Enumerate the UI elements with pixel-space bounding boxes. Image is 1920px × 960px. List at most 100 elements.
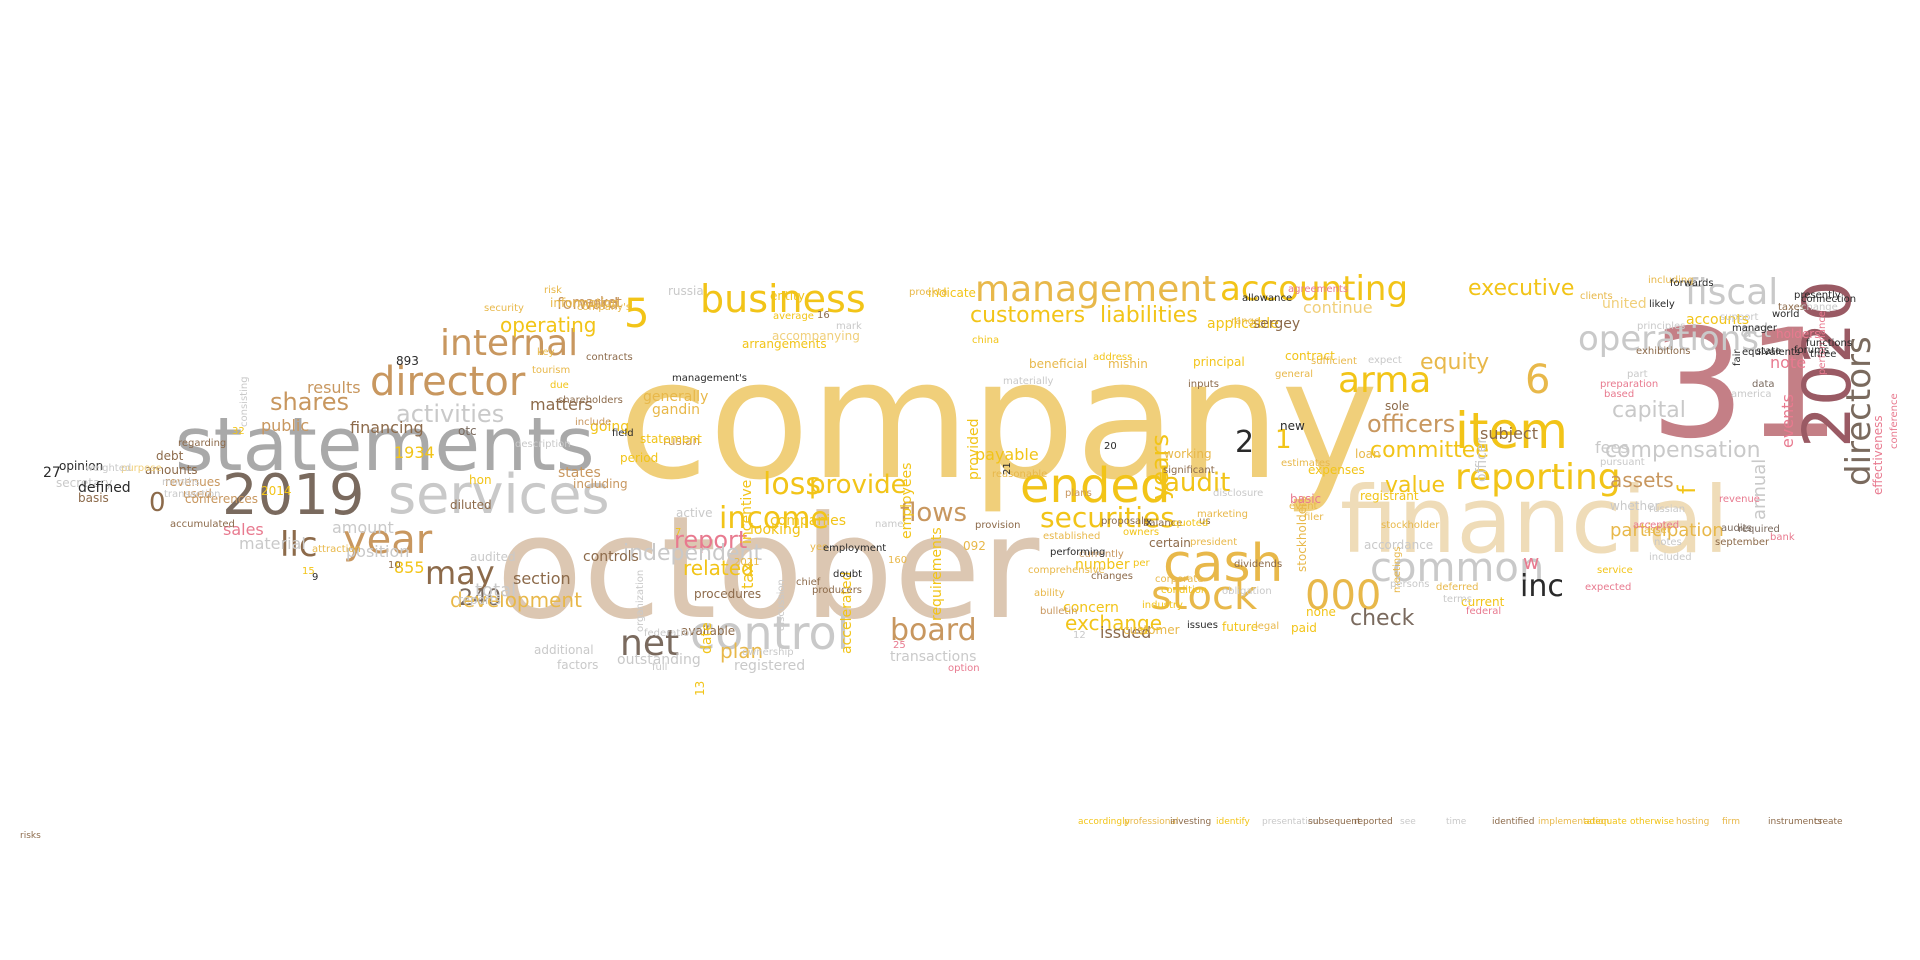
cloud-word: world (1772, 309, 1800, 320)
cloud-word: functions (1806, 338, 1853, 349)
cloud-word: basis (78, 491, 109, 505)
cloud-word: time (1446, 817, 1467, 827)
cloud-word: 31 (1650, 298, 1841, 472)
cloud-word: independent (623, 541, 763, 566)
cloud-word: current (1461, 595, 1505, 609)
cloud-word: holders (1776, 327, 1821, 341)
cloud-word: ended (1020, 458, 1171, 514)
cloud-word: item (1455, 402, 1568, 460)
cloud-word: audited (470, 550, 516, 564)
cloud-word: inputs (1188, 379, 1219, 390)
cloud-word: director (370, 359, 526, 405)
cloud-word: expected (1585, 582, 1632, 593)
cloud-word: assets (1610, 468, 1674, 492)
cloud-word: state (1756, 346, 1782, 357)
cloud-word: stockholder (1381, 520, 1440, 531)
cloud-word: bulletin (1040, 606, 1078, 617)
cloud-word: dividends (1234, 559, 1283, 570)
cloud-word: equivalents (1742, 347, 1801, 358)
cloud-word: management (975, 269, 1217, 310)
cloud-word: revenue (1719, 494, 1760, 505)
cloud-word: allowance (1242, 293, 1293, 304)
cloud-word: mishin (1108, 357, 1148, 371)
cloud-word: accumulated (170, 519, 235, 530)
cloud-word: whether (1610, 499, 1660, 513)
cloud-word: create (1814, 817, 1843, 827)
cloud-word: employment (823, 543, 887, 554)
cloud-word: disclosure (1213, 488, 1264, 499)
cloud-word: name (875, 519, 904, 530)
cloud-word: fair (1732, 349, 1743, 366)
cloud-word: statements (175, 402, 595, 488)
cloud-word: pursuant (1600, 457, 1645, 468)
cloud-word: average (773, 311, 814, 322)
cloud-word: range (1231, 316, 1261, 327)
cloud-word: audit (1164, 468, 1231, 498)
cloud-word: customer (1123, 623, 1180, 637)
cloud-word: regarding (178, 438, 227, 449)
cloud-word: identified (1492, 817, 1535, 827)
cloud-word: purpose (121, 463, 162, 474)
cloud-word: diluted (450, 498, 492, 512)
cloud-word: secretary (56, 476, 113, 490)
cloud-word: federation (644, 628, 696, 639)
cloud-word: connection (1801, 294, 1857, 305)
cloud-word: agreements (1288, 284, 1349, 295)
cloud-word: hon (469, 473, 492, 487)
cloud-word: mark (836, 321, 862, 332)
cloud-word: transactions (890, 649, 977, 665)
cloud-word: accepted (1633, 520, 1680, 531)
cloud-word: forward (557, 294, 619, 313)
cloud-word: estimates (1281, 458, 1331, 469)
cloud-word: 855 (394, 558, 425, 577)
cloud-word: board (890, 613, 977, 648)
cloud-word: including (1648, 275, 1694, 286)
cloud-word: 32 (232, 426, 245, 437)
cloud-word: procedures (694, 587, 762, 601)
cloud-word: 2014 (261, 484, 292, 498)
cloud-word: registrant (1360, 489, 1419, 503)
cloud-word: expect (1368, 355, 1402, 366)
cloud-word: f (1673, 485, 1701, 495)
cloud-word: officers (1367, 410, 1456, 438)
cloud-word: comprehensive (1028, 565, 1105, 576)
cloud-word: professional (1124, 817, 1179, 827)
cloud-word: generally (643, 389, 709, 405)
cloud-word: exhibitions (1636, 346, 1691, 357)
cloud-word: exchange (1065, 611, 1163, 635)
cloud-word: 1 (1275, 425, 1292, 455)
cloud-word: identify (1216, 817, 1250, 827)
cloud-word: reporting (1455, 457, 1621, 498)
cloud-word: otc (458, 424, 477, 438)
cloud-word: results (307, 378, 361, 397)
cloud-word: required (1738, 524, 1780, 535)
cloud-word: working (1164, 447, 1212, 461)
cloud-word: financial (1340, 467, 1730, 574)
cloud-word: sergey (1253, 316, 1301, 332)
cloud-word: arrangements (742, 337, 827, 351)
cloud-word: 12 (1073, 630, 1086, 641)
cloud-word: field (612, 428, 634, 439)
cloud-word: opinion (59, 459, 104, 473)
cloud-word: liabilities (1100, 303, 1198, 328)
cloud-word: act (1740, 318, 1772, 342)
cloud-word: industry (1142, 600, 1183, 611)
cloud-word: fiscal (1685, 272, 1779, 313)
cloud-word: owners (1123, 527, 1160, 538)
cloud-word: plan (720, 639, 764, 663)
cloud-word: number (1075, 557, 1130, 573)
cloud-word: russia (668, 284, 704, 298)
cloud-word: three (1810, 349, 1837, 360)
cloud-word: obligation (1222, 586, 1272, 597)
cloud-word: see (1400, 817, 1416, 827)
cloud-word: officer (1474, 437, 1490, 482)
cloud-word: revenues (165, 475, 221, 489)
cloud-word: activities (396, 400, 505, 428)
cloud-word: equity (1420, 350, 1490, 375)
cloud-word: reports (458, 593, 501, 607)
cloud-word: section (513, 569, 571, 588)
cloud-word: contract (1285, 349, 1335, 363)
cloud-word: gandin (652, 402, 700, 418)
cloud-word: participation (1610, 520, 1724, 541)
